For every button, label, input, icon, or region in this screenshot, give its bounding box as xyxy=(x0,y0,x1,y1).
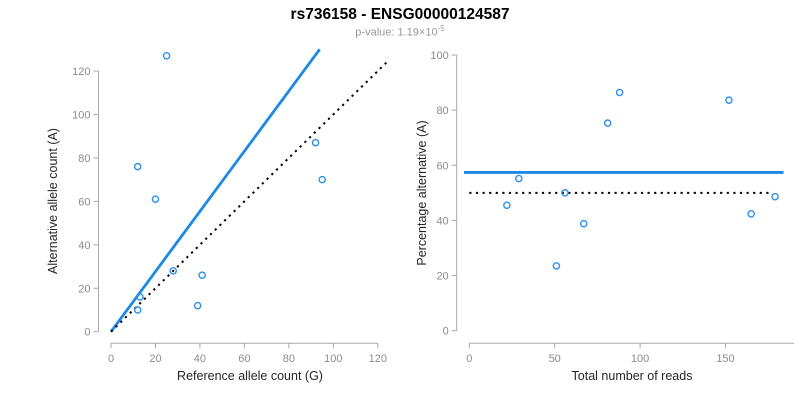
y-tick-label: 80 xyxy=(436,105,448,117)
data-point xyxy=(561,189,569,197)
y-tick-label: 100 xyxy=(72,109,90,121)
x-tick-label: 120 xyxy=(369,353,387,365)
data-point xyxy=(198,271,206,280)
data-point xyxy=(603,119,612,127)
p-value-exponent: -5 xyxy=(437,24,445,33)
y-tick-label: 60 xyxy=(436,160,448,172)
y-tick-label: 100 xyxy=(430,50,448,62)
data-point xyxy=(552,262,561,270)
y-tick-label: 0 xyxy=(443,326,449,338)
data-point xyxy=(133,162,142,171)
x-tick-label: 150 xyxy=(716,353,734,365)
data-point xyxy=(771,192,779,201)
y-tick-label: 120 xyxy=(72,66,90,78)
x-tick-label: 50 xyxy=(549,353,561,365)
y-tick-label: 20 xyxy=(78,283,90,295)
data-point xyxy=(515,174,523,183)
data-point xyxy=(169,267,178,275)
data-point xyxy=(725,96,733,105)
y-tick-label: 0 xyxy=(84,327,90,339)
y-tick-label: 40 xyxy=(436,215,448,227)
data-point xyxy=(615,88,624,97)
percentage-alternative-scatter-y-label: Percentage alternative (A) xyxy=(415,120,429,265)
data-point xyxy=(193,301,202,310)
y-tick-label: 20 xyxy=(436,271,448,283)
x-tick-label: 60 xyxy=(238,353,250,365)
x-tick-label: 0 xyxy=(466,353,472,365)
data-point xyxy=(136,293,144,301)
identity-line xyxy=(110,59,390,333)
data-point xyxy=(311,138,320,147)
allele-counts-scatter-y-label: Alternative allele count (A) xyxy=(46,128,60,274)
x-tick-label: 100 xyxy=(631,353,649,365)
data-point xyxy=(162,51,171,60)
y-tick-label: 40 xyxy=(78,240,90,252)
x-tick-label: 20 xyxy=(149,353,161,365)
data-point xyxy=(747,210,755,218)
p-value-subtitle: p-value: 1.19×10-5 xyxy=(0,24,800,39)
page-title: rs736158 - ENSG00000124587 xyxy=(290,6,510,23)
data-point xyxy=(133,306,142,314)
data-point xyxy=(318,175,327,184)
data-point xyxy=(151,195,160,203)
x-tick-label: 0 xyxy=(108,353,114,365)
y-tick-label: 60 xyxy=(78,196,90,208)
p-value-text: p-value: 1.19×10 xyxy=(355,26,438,39)
x-tick-label: 40 xyxy=(194,353,206,365)
allele-counts-scatter-x-label: Reference allele count (G) xyxy=(177,369,323,383)
data-point xyxy=(503,201,511,210)
y-tick-label: 80 xyxy=(78,153,90,165)
x-tick-label: 80 xyxy=(283,353,295,365)
x-tick-label: 100 xyxy=(324,353,342,365)
percentage-alternative-scatter-x-label: Total number of reads xyxy=(572,369,693,383)
fitted-ratio-line xyxy=(109,48,321,333)
data-point xyxy=(579,219,588,228)
